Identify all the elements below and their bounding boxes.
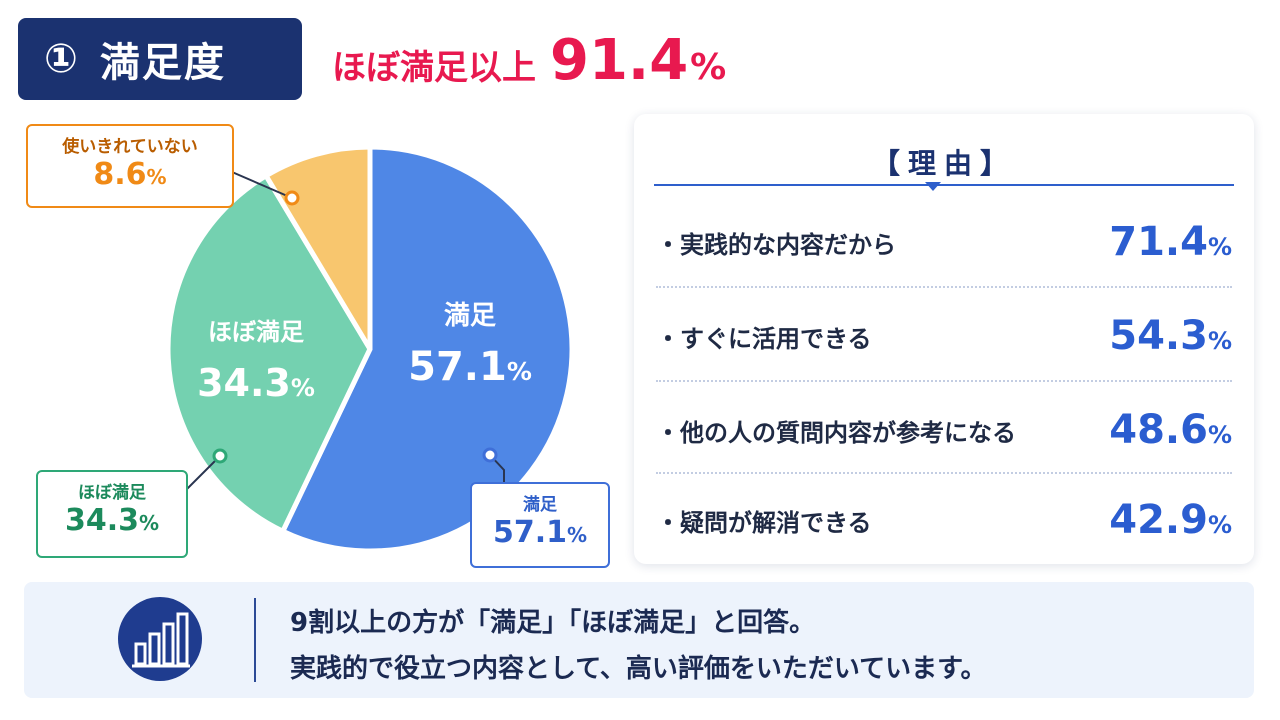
reasons-divider-pointer bbox=[925, 182, 941, 191]
reasons-title: 【理由】 bbox=[871, 147, 1016, 180]
reason-unit: % bbox=[1207, 511, 1232, 539]
reason-label: ・実践的な内容だから bbox=[656, 230, 896, 259]
callout-label: ほぼ満足 bbox=[78, 483, 146, 503]
reason-separator bbox=[656, 380, 1232, 382]
callout-unit: % bbox=[138, 511, 160, 535]
callout-satisfied: 満足 57.1% bbox=[470, 482, 610, 568]
reason-row: ・疑問が解消できる 42.9% bbox=[656, 474, 1232, 566]
callout-unused: 使いきれていない 8.6% bbox=[26, 124, 234, 208]
summary-line-1: 9割以上の方が「満足」「ほぼ満足」と回答。 bbox=[290, 608, 816, 638]
callout-label: 使いきれていない bbox=[62, 137, 198, 157]
pie-slice-satisfied bbox=[280, 144, 575, 554]
callout-mostly-satisfied: ほぼ満足 34.3% bbox=[36, 470, 188, 558]
reason-value: 54.3 bbox=[1109, 313, 1208, 359]
bar-chart-icon bbox=[118, 597, 202, 681]
headline-label: ほぼ満足以上 bbox=[332, 48, 536, 88]
reason-separator bbox=[656, 286, 1232, 288]
headline-unit: % bbox=[690, 47, 727, 88]
headline: ほぼ満足以上 91.4 % bbox=[332, 22, 726, 96]
reason-label: ・他の人の質問内容が参考になる bbox=[656, 418, 1016, 447]
leader-unused-dot bbox=[284, 190, 300, 206]
reason-label: ・すぐに活用できる bbox=[656, 324, 872, 353]
summary-divider bbox=[254, 598, 256, 682]
reason-row: ・すぐに活用できる 54.3% bbox=[656, 290, 1232, 382]
reasons-divider bbox=[654, 184, 1234, 186]
callout-unit: % bbox=[566, 523, 588, 547]
pie-slice-mostly-satisfied bbox=[165, 173, 373, 534]
callout-value: 8.6 bbox=[93, 157, 147, 192]
leader-unused bbox=[231, 171, 293, 199]
reason-unit: % bbox=[1207, 327, 1232, 355]
callout-value: 57.1 bbox=[492, 515, 567, 550]
headline-value: 91.4 bbox=[550, 28, 689, 93]
reason-value: 48.6 bbox=[1109, 407, 1208, 453]
reason-separator bbox=[656, 472, 1232, 474]
section-number: ① bbox=[44, 36, 78, 82]
pie-slice-label: 満足 bbox=[444, 301, 496, 331]
reason-row: ・実践的な内容だから 71.4% bbox=[656, 196, 1232, 288]
pie-slice-label: ほぼ満足 bbox=[208, 318, 304, 346]
reason-unit: % bbox=[1207, 421, 1232, 449]
reason-label: ・疑問が解消できる bbox=[656, 508, 872, 537]
section-title: 満足度 bbox=[99, 40, 226, 86]
summary-line-2: 実践的で役立つ内容として、高い評価をいただいています。 bbox=[290, 654, 987, 684]
leader-satisfied-dot bbox=[482, 447, 498, 463]
callout-label: 満足 bbox=[523, 495, 557, 515]
callout-value: 34.3 bbox=[64, 503, 139, 538]
summary-box: 9割以上の方が「満足」「ほぼ満足」と回答。 実践的で役立つ内容として、高い評価を… bbox=[24, 582, 1254, 698]
reason-value: 71.4 bbox=[1109, 219, 1208, 265]
leader-mostly-satisfied-dot bbox=[212, 448, 228, 464]
reason-value: 42.9 bbox=[1109, 497, 1208, 543]
reasons-panel: 【理由】 ・実践的な内容だから 71.4% ・すぐに活用できる 54.3% ・他… bbox=[634, 114, 1254, 564]
callout-unit: % bbox=[146, 165, 167, 189]
reason-unit: % bbox=[1207, 233, 1232, 261]
reason-row: ・他の人の質問内容が参考になる 48.6% bbox=[656, 384, 1232, 476]
section-title-badge: ① 満足度 bbox=[18, 18, 302, 100]
